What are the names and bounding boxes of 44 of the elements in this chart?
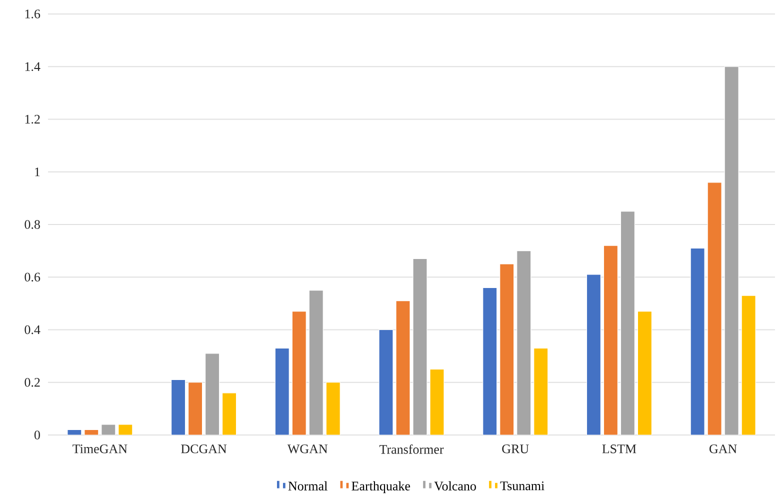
x-tick-label: Transformer xyxy=(379,444,444,454)
x-tick-label: TimeGAN xyxy=(72,444,128,454)
bar xyxy=(637,311,652,435)
legend-label: Tsunami xyxy=(500,482,544,490)
x-tick-label: GAN xyxy=(710,444,737,454)
y-tick-label: 1.4 xyxy=(25,62,40,72)
bar xyxy=(707,182,722,435)
x-tick-label: WGAN xyxy=(287,444,328,454)
bar xyxy=(534,348,548,435)
y-tick-label: 1.2 xyxy=(25,114,40,124)
bar xyxy=(620,211,636,435)
legend-label: Earthquake xyxy=(352,481,410,494)
bar xyxy=(516,250,532,435)
y-tick-label: 0 xyxy=(34,430,40,440)
bar xyxy=(378,329,394,435)
bar xyxy=(482,287,498,435)
y-tick-label: 0.4 xyxy=(24,325,40,334)
bar xyxy=(500,264,514,435)
bar xyxy=(222,392,237,435)
bar xyxy=(724,66,739,435)
bar xyxy=(430,368,444,435)
bar xyxy=(586,274,602,435)
y-tick-label: 1.6 xyxy=(25,10,40,18)
x-tick-label: GRU xyxy=(502,444,529,454)
x-tick-label: LSTM xyxy=(602,444,636,454)
bar xyxy=(292,311,306,435)
bar xyxy=(274,348,290,435)
bar xyxy=(603,245,618,435)
bar xyxy=(741,295,756,435)
bar xyxy=(308,290,324,435)
y-tick-label: 0.2 xyxy=(24,378,40,387)
legend-label: Volcano xyxy=(434,481,476,491)
bar xyxy=(204,353,220,435)
legend-label: Normal xyxy=(288,481,328,490)
bar xyxy=(326,382,340,435)
bar xyxy=(396,300,410,435)
y-tick-label: 0.6 xyxy=(24,272,40,282)
y-tick-label: 1 xyxy=(35,168,40,176)
bar xyxy=(170,379,186,435)
bar xyxy=(412,258,428,435)
y-tick-label: 0.8 xyxy=(24,220,40,229)
x-tick-label: DCGAN xyxy=(181,444,227,454)
bar xyxy=(690,248,705,435)
bar xyxy=(188,382,203,435)
